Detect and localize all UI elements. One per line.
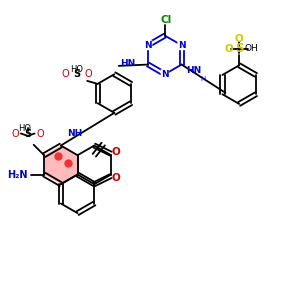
- Text: HN: HN: [120, 59, 135, 68]
- Point: [56, 154, 60, 158]
- Text: H₂N: H₂N: [7, 169, 28, 179]
- Text: N: N: [144, 41, 152, 50]
- Text: HO: HO: [70, 64, 83, 74]
- Text: O: O: [11, 128, 19, 139]
- Text: OH: OH: [245, 44, 259, 53]
- Text: S: S: [235, 42, 243, 56]
- Text: HO: HO: [18, 124, 31, 133]
- Text: O: O: [224, 44, 233, 54]
- Polygon shape: [44, 146, 78, 184]
- Text: N: N: [178, 41, 185, 50]
- Text: O: O: [112, 172, 120, 183]
- Text: HN: HN: [186, 66, 201, 75]
- Text: O: O: [37, 128, 44, 139]
- Text: N: N: [161, 70, 169, 79]
- Text: O: O: [85, 69, 92, 79]
- Text: NH: NH: [67, 129, 82, 138]
- Text: O: O: [61, 69, 69, 79]
- Text: Cl: Cl: [161, 15, 172, 25]
- Text: S: S: [73, 69, 80, 79]
- Point: [66, 161, 71, 166]
- Text: H: H: [201, 76, 206, 82]
- Text: S: S: [24, 128, 31, 139]
- Text: O: O: [235, 34, 244, 44]
- Text: O: O: [112, 147, 120, 157]
